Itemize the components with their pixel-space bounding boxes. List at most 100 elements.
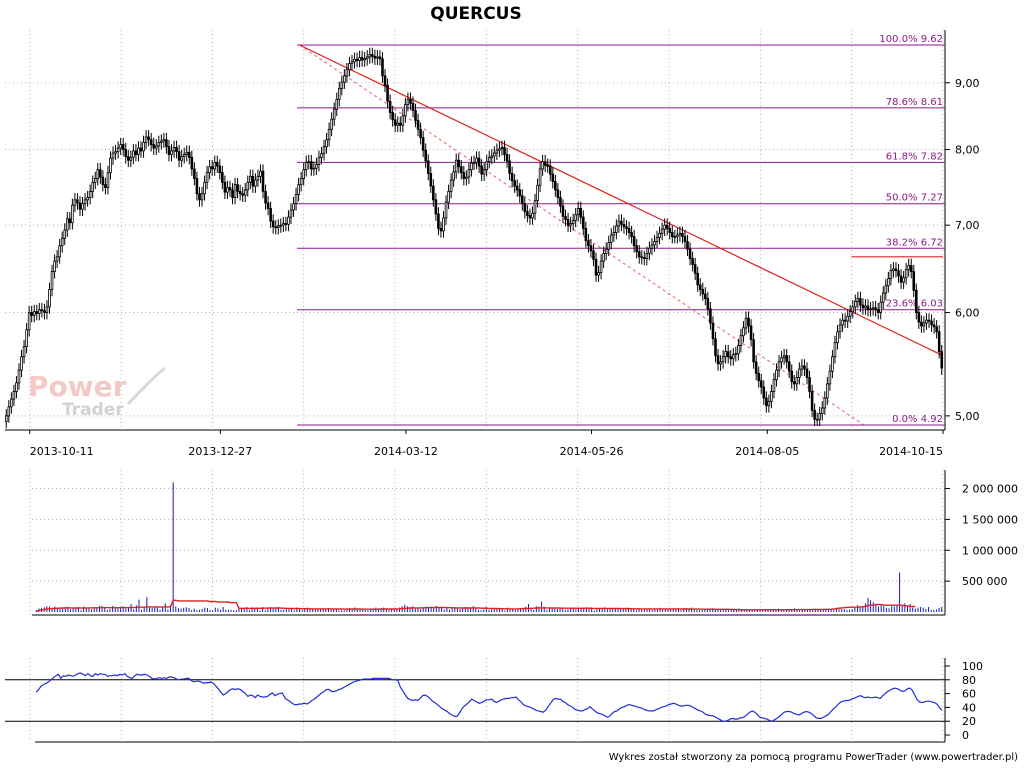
date-tick-label: 2014-05-26: [560, 445, 624, 458]
candle-body: [932, 324, 936, 328]
candle-body: [71, 204, 74, 224]
candle-body: [188, 151, 191, 158]
candle-body: [518, 189, 522, 197]
candle-body: [546, 164, 550, 167]
candle-body: [887, 278, 890, 287]
candle-body: [604, 248, 608, 254]
candle-body: [617, 220, 621, 227]
candle-body: [493, 152, 496, 157]
candle-body: [119, 144, 122, 149]
candle-body: [772, 379, 776, 392]
footer-credit: Wykres został stworzony za pomocą progra…: [609, 752, 1018, 763]
candle-body: [645, 252, 649, 259]
candle-body: [833, 342, 837, 358]
candle-body: [683, 236, 687, 243]
candle-body: [548, 165, 552, 175]
candle-body: [480, 165, 483, 175]
price-ticks: 5,00 6,00 7,00 8,00 9,00: [945, 77, 980, 423]
candle-body: [325, 139, 328, 148]
candle-body: [625, 226, 628, 229]
candle-body: [137, 147, 140, 155]
candle-body: [607, 242, 611, 250]
candle-body: [401, 115, 405, 126]
candle-body: [330, 118, 333, 130]
candle-body: [798, 368, 801, 378]
candle-body: [559, 197, 562, 207]
candle-body: [696, 272, 699, 286]
candle-body: [536, 184, 539, 202]
candle-body: [22, 346, 26, 358]
candle-body: [180, 156, 183, 161]
candle-body: [236, 184, 239, 192]
candle-body: [551, 173, 555, 182]
candle-body: [106, 172, 110, 188]
candle-body: [815, 418, 819, 421]
fib-level-label: 50.0% 7.27: [886, 193, 943, 204]
candle-body: [307, 161, 311, 164]
candle-body: [790, 370, 794, 383]
candle-body: [940, 351, 944, 369]
candle-body: [561, 205, 565, 217]
candle-body: [871, 307, 875, 310]
candle-body: [228, 187, 232, 191]
candle-body: [292, 203, 295, 211]
candle-body: [447, 190, 450, 203]
candle-body: [576, 208, 580, 216]
candle-body: [152, 144, 155, 149]
candle-body: [121, 144, 125, 150]
candle-body: [564, 215, 567, 220]
candle-body: [76, 199, 79, 204]
candle-body: [63, 229, 67, 239]
candle-body: [160, 140, 163, 143]
candle-body: [810, 391, 814, 411]
candle-body: [203, 181, 206, 195]
candle-body: [635, 245, 638, 253]
candle-body: [665, 224, 669, 229]
candle-body: [922, 322, 926, 327]
candle-body: [393, 119, 397, 126]
rsi-tick-label: 80: [962, 674, 976, 687]
candle-body: [556, 189, 560, 198]
candle-body: [20, 356, 23, 371]
candle-body: [294, 194, 298, 205]
candle-body: [487, 156, 491, 163]
candle-body: [200, 193, 204, 201]
candle-body: [711, 322, 715, 340]
candle-body: [838, 324, 842, 333]
candle-body: [848, 311, 852, 317]
candle-body: [175, 146, 178, 153]
candle-body: [170, 150, 173, 155]
candle-body: [693, 264, 697, 274]
candle-body: [841, 319, 844, 326]
candle-body: [144, 136, 148, 143]
candle-body: [650, 244, 654, 249]
candle-body: [594, 258, 598, 276]
candle-body: [691, 258, 694, 265]
rsi-levels: [5, 679, 945, 722]
candle-body: [50, 271, 54, 290]
volume-tick-label: 2 000 000: [962, 483, 1018, 496]
candle-body: [238, 190, 242, 195]
candle-body: [925, 319, 928, 324]
candle-body: [460, 166, 463, 174]
candle-body: [569, 223, 572, 226]
candle-body: [193, 168, 196, 179]
candle-body: [937, 331, 941, 353]
candle-body: [426, 160, 430, 174]
candle-body: [510, 172, 514, 182]
chart-title: QUERCUS: [430, 4, 521, 24]
candle-body: [434, 199, 438, 215]
candle-body: [43, 310, 46, 313]
candle-body: [762, 386, 766, 399]
candle-body: [376, 56, 379, 59]
price-grid: [5, 30, 945, 430]
candle-body: [915, 289, 918, 313]
candle-body: [406, 98, 410, 105]
candle-body: [724, 351, 727, 358]
candle-body: [185, 151, 189, 155]
rsi-tick-label: 100: [962, 660, 983, 673]
rsi-line-group: [35, 672, 943, 722]
candle-body: [465, 176, 468, 179]
candle-body: [81, 203, 84, 210]
candle-body: [714, 338, 717, 357]
